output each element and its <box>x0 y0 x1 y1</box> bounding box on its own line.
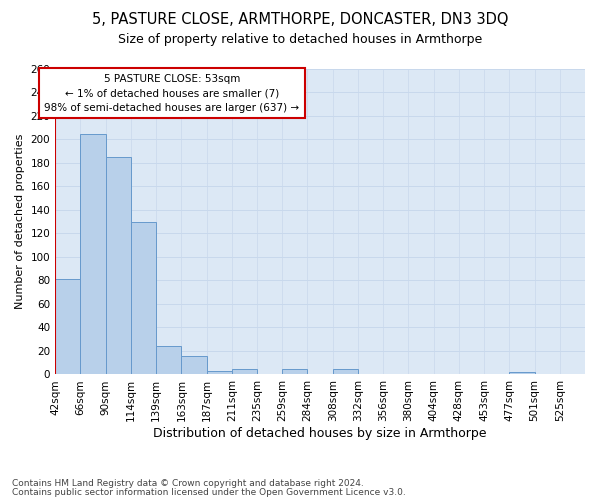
Bar <box>131 222 156 374</box>
Bar <box>181 356 206 374</box>
Bar <box>106 157 131 374</box>
Bar <box>509 372 535 374</box>
Bar <box>80 134 106 374</box>
Bar <box>55 280 80 374</box>
Text: 5 PASTURE CLOSE: 53sqm
← 1% of detached houses are smaller (7)
98% of semi-detac: 5 PASTURE CLOSE: 53sqm ← 1% of detached … <box>44 74 299 113</box>
Bar <box>282 368 307 374</box>
Text: Size of property relative to detached houses in Armthorpe: Size of property relative to detached ho… <box>118 32 482 46</box>
X-axis label: Distribution of detached houses by size in Armthorpe: Distribution of detached houses by size … <box>154 427 487 440</box>
Bar <box>332 368 358 374</box>
Bar <box>206 371 232 374</box>
Text: Contains public sector information licensed under the Open Government Licence v3: Contains public sector information licen… <box>12 488 406 497</box>
Y-axis label: Number of detached properties: Number of detached properties <box>15 134 25 310</box>
Bar <box>156 346 181 374</box>
Text: Contains HM Land Registry data © Crown copyright and database right 2024.: Contains HM Land Registry data © Crown c… <box>12 479 364 488</box>
Text: 5, PASTURE CLOSE, ARMTHORPE, DONCASTER, DN3 3DQ: 5, PASTURE CLOSE, ARMTHORPE, DONCASTER, … <box>92 12 508 28</box>
Bar <box>232 368 257 374</box>
